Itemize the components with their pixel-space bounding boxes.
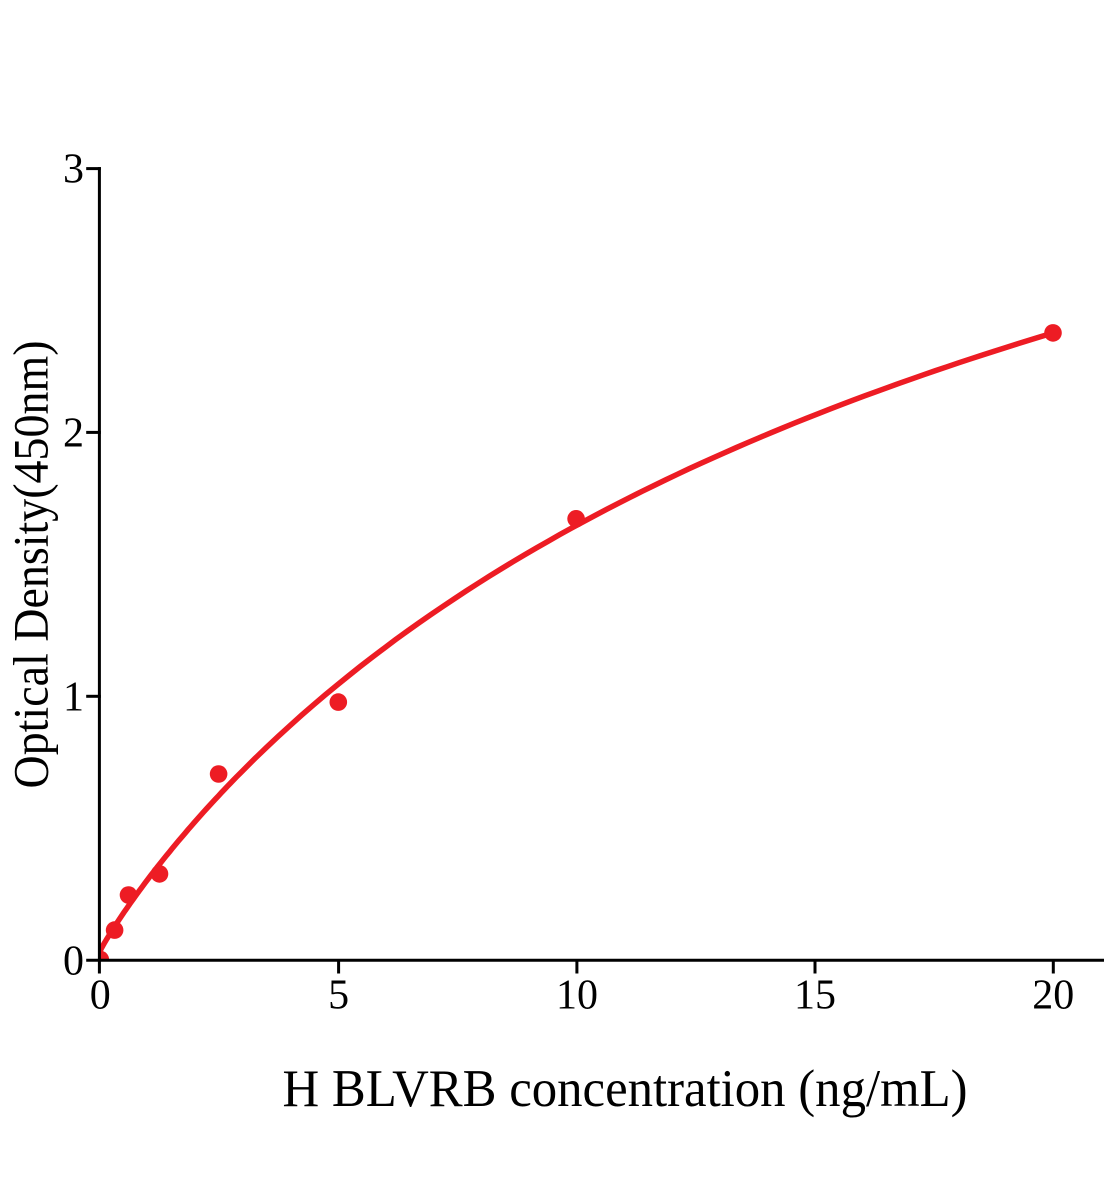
svg-text:5: 5 <box>328 972 349 1018</box>
svg-text:3: 3 <box>63 147 84 193</box>
svg-text:1: 1 <box>63 674 84 720</box>
svg-text:0: 0 <box>90 972 111 1018</box>
svg-text:15: 15 <box>794 972 836 1018</box>
svg-text:2: 2 <box>63 411 84 457</box>
svg-text:20: 20 <box>1032 972 1074 1018</box>
svg-text:Optical Density(450nm): Optical Density(450nm) <box>3 341 59 789</box>
svg-text:0: 0 <box>63 939 84 985</box>
svg-text:10: 10 <box>556 972 598 1018</box>
svg-text:H BLVRB concentration (ng/mL): H BLVRB concentration (ng/mL) <box>283 1060 968 1118</box>
